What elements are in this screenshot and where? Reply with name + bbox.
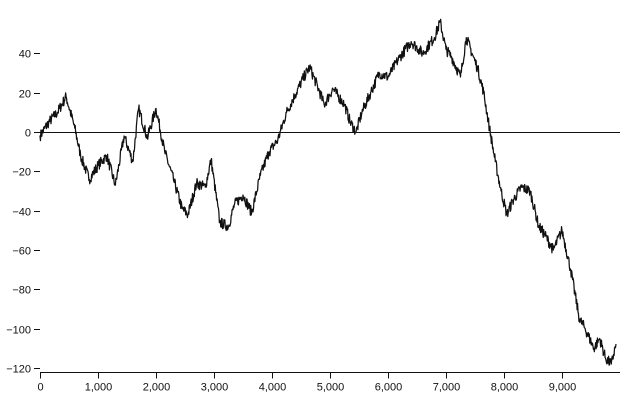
y-tick-label: 20 <box>19 89 31 101</box>
y-tick-label: −40 <box>12 207 31 219</box>
x-tick-label: 3,000 <box>201 382 229 394</box>
y-tick-label: −100 <box>6 325 31 337</box>
x-tick-label: 8,000 <box>491 382 519 394</box>
y-axis: 40 20 0 −20 −40 −60 −80 −100 −120 <box>6 49 40 376</box>
x-tick-label: 0 <box>37 382 43 394</box>
x-tick-label: 6,000 <box>375 382 403 394</box>
x-tick-label: 4,000 <box>259 382 287 394</box>
y-tick-label: 0 <box>25 128 31 140</box>
series-layer <box>39 18 617 366</box>
y-tick-label: −20 <box>12 167 31 179</box>
y-tick-label: −60 <box>12 246 31 258</box>
x-tick-label: 5,000 <box>317 382 345 394</box>
x-axis: 0 1,000 2,000 3,000 4,000 5,000 6,000 7,000 8,00… <box>37 372 620 394</box>
x-tick-label: 2,000 <box>143 382 171 394</box>
x-tick-label: 7,000 <box>433 382 461 394</box>
x-tick-label: 1,000 <box>85 382 113 394</box>
series-line <box>39 18 617 366</box>
y-tick-label: 40 <box>19 49 31 61</box>
y-tick-label: −80 <box>12 285 31 297</box>
x-tick-label: 9,000 <box>549 382 577 394</box>
y-tick-label: −120 <box>6 364 31 376</box>
